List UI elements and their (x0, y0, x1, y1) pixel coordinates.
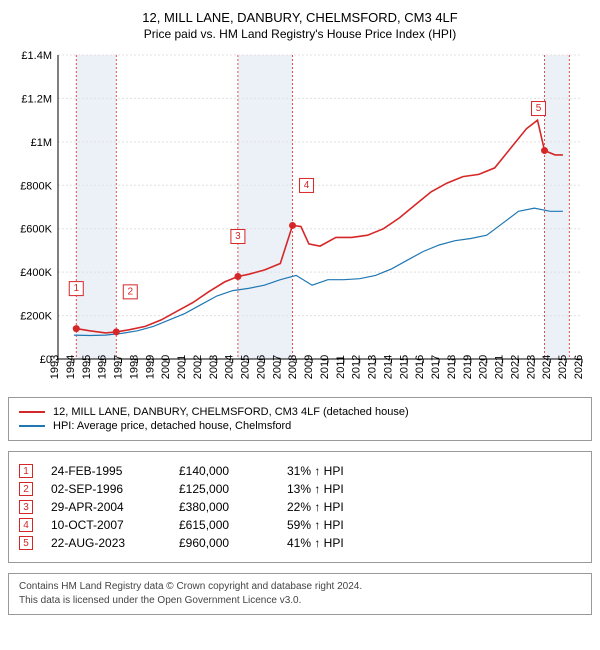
svg-text:2000: 2000 (160, 355, 172, 379)
svg-text:2001: 2001 (176, 355, 188, 379)
svg-text:2024: 2024 (541, 355, 553, 379)
svg-text:2004: 2004 (224, 355, 236, 379)
sale-price: £380,000 (179, 500, 269, 514)
svg-text:1996: 1996 (97, 355, 109, 379)
svg-text:2025: 2025 (557, 355, 569, 379)
sale-point (234, 273, 241, 280)
sale-date: 29-APR-2004 (51, 500, 161, 514)
svg-text:2009: 2009 (303, 355, 315, 379)
svg-text:2012: 2012 (351, 355, 363, 379)
svg-text:2019: 2019 (462, 355, 474, 379)
svg-text:2006: 2006 (255, 355, 267, 379)
svg-text:2022: 2022 (509, 355, 521, 379)
row-marker: 2 (19, 482, 33, 496)
sale-date: 02-SEP-1996 (51, 482, 161, 496)
sale-point (73, 325, 80, 332)
svg-text:£1M: £1M (31, 137, 52, 149)
sale-marker-label: 1 (73, 283, 79, 294)
table-row: 2 02-SEP-1996 £125,000 13% ↑ HPI (19, 482, 581, 496)
svg-text:1998: 1998 (128, 355, 140, 379)
sale-point (289, 222, 296, 229)
svg-text:2007: 2007 (271, 355, 283, 379)
table-row: 1 24-FEB-1995 £140,000 31% ↑ HPI (19, 464, 581, 478)
sale-pct: 13% ↑ HPI (287, 482, 387, 496)
sale-marker-label: 4 (304, 180, 310, 191)
page-subtitle: Price paid vs. HM Land Registry's House … (8, 27, 592, 41)
sale-price: £140,000 (179, 464, 269, 478)
legend-row-red: 12, MILL LANE, DANBURY, CHELMSFORD, CM3 … (19, 406, 581, 418)
sale-marker-label: 5 (536, 103, 542, 114)
sale-price: £960,000 (179, 536, 269, 550)
sale-marker-label: 3 (235, 231, 241, 242)
svg-text:£600K: £600K (20, 224, 52, 236)
legend-label-red: 12, MILL LANE, DANBURY, CHELMSFORD, CM3 … (53, 406, 409, 418)
table-row: 5 22-AUG-2023 £960,000 41% ↑ HPI (19, 536, 581, 550)
legend-swatch-blue (19, 425, 45, 427)
svg-text:2015: 2015 (398, 355, 410, 379)
svg-text:2026: 2026 (573, 355, 585, 379)
svg-text:2014: 2014 (382, 355, 394, 379)
svg-text:2002: 2002 (192, 355, 204, 379)
sale-marker-label: 2 (127, 286, 133, 297)
svg-text:1995: 1995 (81, 355, 93, 379)
sale-date: 10-OCT-2007 (51, 518, 161, 532)
svg-text:1997: 1997 (113, 355, 125, 379)
svg-text:£800K: £800K (20, 180, 52, 192)
svg-text:2018: 2018 (446, 355, 458, 379)
sale-pct: 59% ↑ HPI (287, 518, 387, 532)
sale-date: 24-FEB-1995 (51, 464, 161, 478)
page-title: 12, MILL LANE, DANBURY, CHELMSFORD, CM3 … (8, 10, 592, 25)
svg-text:2020: 2020 (478, 355, 490, 379)
legend-row-blue: HPI: Average price, detached house, Chel… (19, 420, 581, 432)
price-chart: £0£200K£400K£600K£800K£1M£1.2M£1.4M19931… (8, 49, 592, 389)
svg-text:2010: 2010 (319, 355, 331, 379)
table-row: 3 29-APR-2004 £380,000 22% ↑ HPI (19, 500, 581, 514)
svg-text:1993: 1993 (49, 355, 61, 379)
svg-text:2021: 2021 (494, 355, 506, 379)
sale-pct: 31% ↑ HPI (287, 464, 387, 478)
sale-pct: 22% ↑ HPI (287, 500, 387, 514)
row-marker: 4 (19, 518, 33, 532)
footnote: Contains HM Land Registry data © Crown c… (8, 573, 592, 615)
svg-text:2013: 2013 (367, 355, 379, 379)
svg-text:£400K: £400K (20, 267, 52, 279)
table-row: 4 10-OCT-2007 £615,000 59% ↑ HPI (19, 518, 581, 532)
row-marker: 1 (19, 464, 33, 478)
svg-text:2005: 2005 (240, 355, 252, 379)
svg-text:1994: 1994 (65, 355, 77, 379)
property-line (76, 120, 563, 333)
svg-text:2016: 2016 (414, 355, 426, 379)
sale-price: £615,000 (179, 518, 269, 532)
svg-text:2023: 2023 (525, 355, 537, 379)
sale-point (113, 328, 120, 335)
sale-date: 22-AUG-2023 (51, 536, 161, 550)
sale-point (541, 147, 548, 154)
legend-label-blue: HPI: Average price, detached house, Chel… (53, 420, 291, 432)
svg-text:2008: 2008 (287, 355, 299, 379)
footnote-line2: This data is licensed under the Open Gov… (19, 594, 581, 608)
legend-swatch-red (19, 411, 45, 413)
svg-text:2017: 2017 (430, 355, 442, 379)
svg-text:£1.4M: £1.4M (21, 50, 52, 62)
svg-text:2003: 2003 (208, 355, 220, 379)
footnote-line1: Contains HM Land Registry data © Crown c… (19, 580, 581, 594)
row-marker: 5 (19, 536, 33, 550)
sales-table: 1 24-FEB-1995 £140,000 31% ↑ HPI 2 02-SEP-199… (8, 451, 592, 563)
svg-text:£1.2M: £1.2M (21, 93, 52, 105)
sale-pct: 41% ↑ HPI (287, 536, 387, 550)
svg-text:£200K: £200K (20, 311, 52, 323)
legend: 12, MILL LANE, DANBURY, CHELMSFORD, CM3 … (8, 397, 592, 441)
svg-text:1999: 1999 (144, 355, 156, 379)
sale-price: £125,000 (179, 482, 269, 496)
row-marker: 3 (19, 500, 33, 514)
